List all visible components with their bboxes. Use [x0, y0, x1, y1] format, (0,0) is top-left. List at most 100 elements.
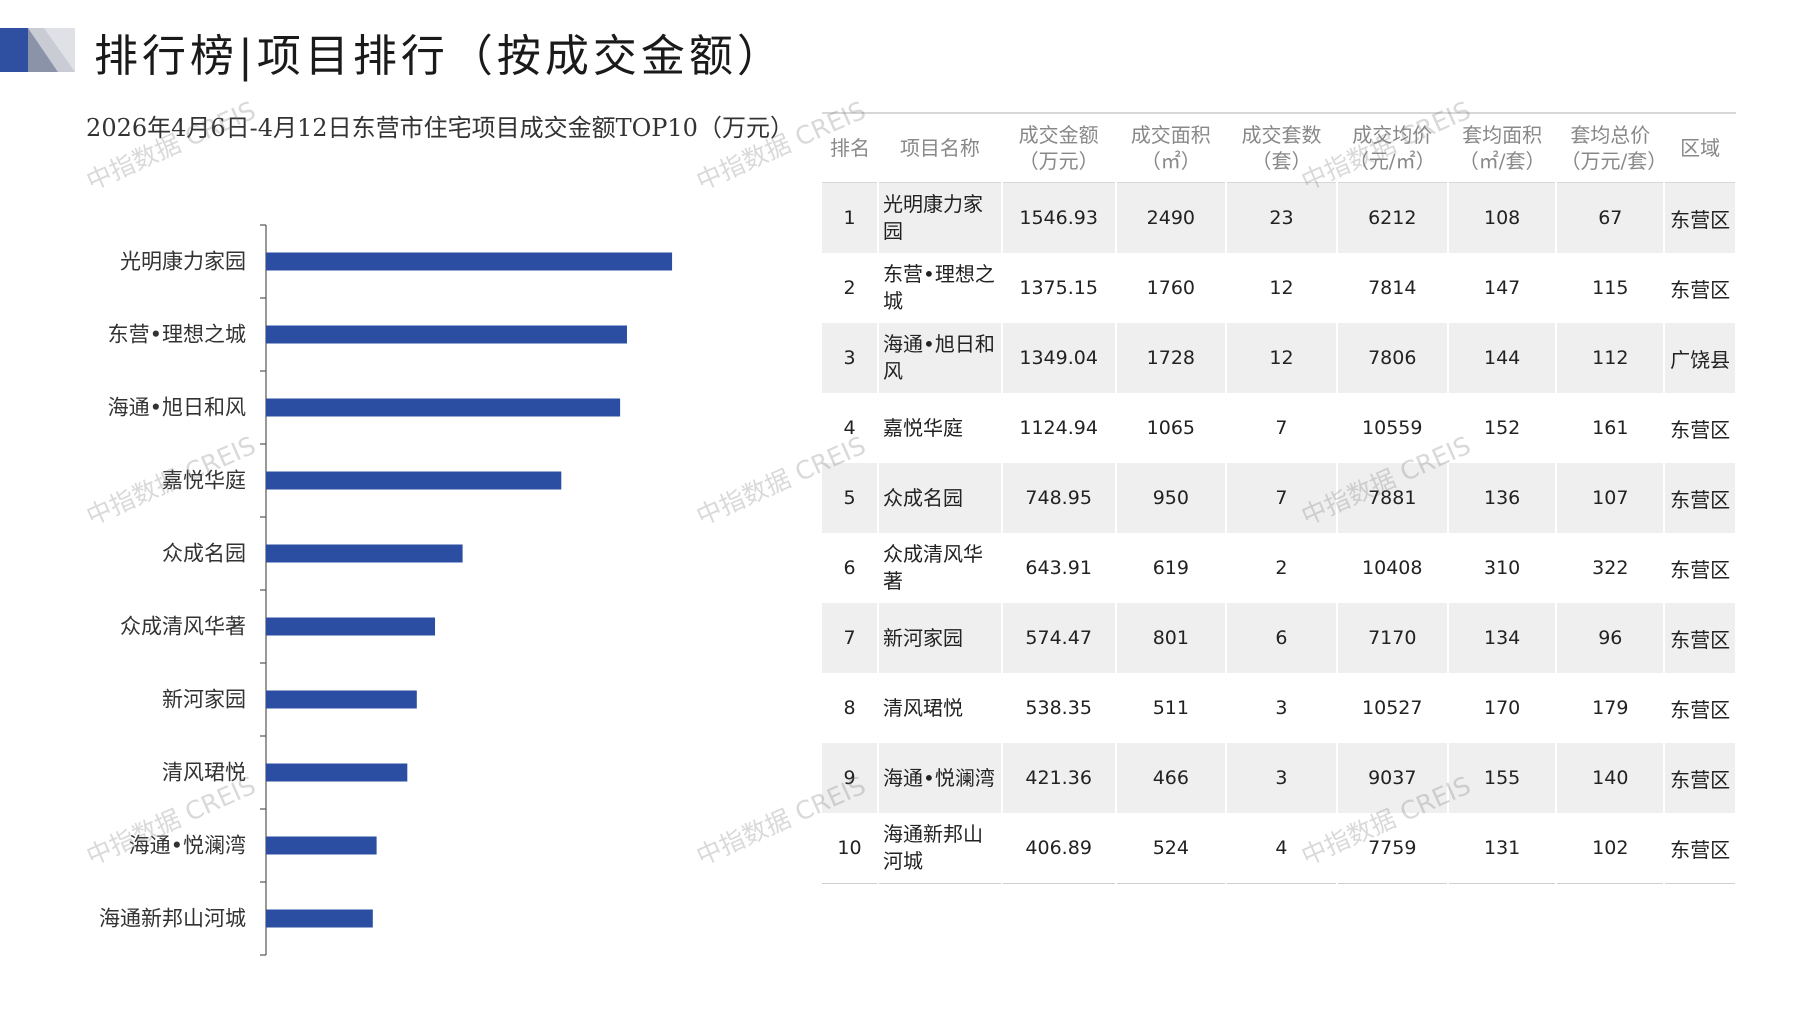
table-row: 9 海通•悦澜湾 421.36 466 3 9037 155 140 东营区 [822, 743, 1737, 813]
table-cell: 115 [1556, 253, 1666, 323]
table-cell: 东营区 [1664, 253, 1737, 323]
table-cell: 12 [1226, 253, 1338, 323]
column-header: 套均总价 （万元/套） [1556, 112, 1667, 183]
table-cell: 112 [1556, 323, 1666, 393]
table-cell: 23 [1226, 182, 1338, 253]
column-header: 成交套数 （套） [1226, 112, 1337, 183]
bar [266, 617, 436, 636]
table-cell: 东营区 [1664, 463, 1737, 533]
category-label: 海通•悦澜湾 [129, 834, 246, 858]
table-cell: 1 [822, 182, 880, 253]
table-row: 5 众成名园 748.95 950 7 7881 136 107 东营区 [822, 463, 1737, 533]
table-cell: 海通新邦山河城 [878, 813, 1003, 884]
table-cell: 538.35 [1001, 673, 1117, 743]
brand-logo-icon [0, 28, 75, 72]
column-header: 区域 [1664, 112, 1736, 183]
column-header: 成交均价 （元/㎡） [1336, 112, 1448, 183]
table-header-row: 排名 项目名称 成交金额 （万元） 成交面积 （㎡） 成交套数 （套） 成交均价 （元/㎡） 套均面… [822, 112, 1736, 183]
table-cell: 107 [1556, 463, 1666, 533]
table-cell: 161 [1556, 393, 1666, 463]
table-cell: 东营区 [1664, 673, 1737, 743]
column-header: 套均面积 （㎡/套） [1447, 112, 1557, 183]
table-row: 6 众成清风华著 643.91 619 2 10408 310 322 东营区 [822, 533, 1737, 603]
table-cell: 7 [822, 603, 880, 673]
table-cell: 光明康力家园 [878, 182, 1003, 253]
table-cell: 524 [1115, 813, 1228, 884]
table-cell: 6 [822, 533, 880, 603]
table-row: 3 海通•旭日和风 1349.04 1728 12 7806 144 112 广饶县 [822, 323, 1737, 393]
table-cell: 东营区 [1664, 533, 1737, 603]
table-cell: 1124.94 [1001, 393, 1117, 463]
table-cell: 广饶县 [1664, 323, 1737, 393]
table-cell: 7 [1226, 393, 1338, 463]
table-cell: 1065 [1115, 393, 1228, 463]
table-cell: 9 [822, 743, 880, 813]
table-cell: 3 [822, 323, 880, 393]
table-row: 1 光明康力家园 1546.93 2490 23 6212 108 67 东营区 [822, 182, 1737, 253]
table-cell: 310 [1447, 533, 1558, 603]
table-cell: 3 [1226, 673, 1338, 743]
table-cell: 134 [1447, 603, 1558, 673]
table-cell: 102 [1556, 813, 1666, 884]
table-cell: 801 [1115, 603, 1228, 673]
table-cell: 406.89 [1001, 813, 1117, 884]
table-cell: 7170 [1336, 603, 1449, 673]
table-cell: 1349.04 [1001, 323, 1117, 393]
bar [266, 471, 562, 490]
bar [266, 909, 373, 928]
table-cell: 147 [1447, 253, 1558, 323]
table-cell: 东营区 [1664, 743, 1737, 813]
table-row: 4 嘉悦华庭 1124.94 1065 7 10559 152 161 东营区 [822, 393, 1737, 463]
table-cell: 1728 [1115, 323, 1228, 393]
bar-chart: 光明康力家园东营•理想之城海通•旭日和风嘉悦华庭众成名园众成清风华著新河家园清风… [99, 224, 673, 956]
bar [266, 544, 463, 563]
ranking-table: 排名 项目名称 成交金额 （万元） 成交面积 （㎡） 成交套数 （套） 成交均价 （元/㎡） 套均面… [822, 112, 1737, 884]
table-cell: 东营区 [1664, 393, 1737, 463]
category-label: 海通•旭日和风 [108, 396, 246, 420]
table-cell: 清风珺悦 [878, 673, 1003, 743]
table-cell: 1375.15 [1001, 253, 1117, 323]
table-cell: 12 [1226, 323, 1338, 393]
table-row: 7 新河家园 574.47 801 6 7170 134 96 东营区 [822, 603, 1737, 673]
table-cell: 96 [1556, 603, 1666, 673]
table-cell: 8 [822, 673, 880, 743]
column-header: 成交金额 （万元） [1001, 112, 1116, 183]
table-cell: 511 [1115, 673, 1228, 743]
column-header: 成交面积 （㎡） [1115, 112, 1227, 183]
category-label: 光明康力家园 [120, 250, 246, 274]
table-cell: 6212 [1336, 182, 1449, 253]
table-row: 10 海通新邦山河城 406.89 524 4 7759 131 102 东营区 [822, 813, 1737, 884]
bar [266, 252, 673, 271]
table-cell: 136 [1447, 463, 1558, 533]
table-cell: 152 [1447, 393, 1558, 463]
table-cell: 新河家园 [878, 603, 1003, 673]
table-cell: 155 [1447, 743, 1558, 813]
category-label: 众成清风华著 [120, 615, 246, 639]
table-cell: 10408 [1336, 533, 1449, 603]
table-cell: 170 [1447, 673, 1558, 743]
category-label: 清风珺悦 [162, 761, 246, 785]
table-cell: 10559 [1336, 393, 1449, 463]
table-cell: 东营区 [1664, 813, 1737, 884]
table-cell: 179 [1556, 673, 1666, 743]
table-cell: 4 [822, 393, 880, 463]
table-cell: 7806 [1336, 323, 1449, 393]
table-cell: 4 [1226, 813, 1338, 884]
table-cell: 140 [1556, 743, 1666, 813]
table-cell: 748.95 [1001, 463, 1117, 533]
table-cell: 2 [822, 253, 880, 323]
table-cell: 2 [1226, 533, 1338, 603]
table-cell: 421.36 [1001, 743, 1117, 813]
category-label: 众成名园 [162, 542, 246, 566]
table-cell: 海通•悦澜湾 [878, 743, 1003, 813]
table-cell: 144 [1447, 323, 1558, 393]
table-cell: 7 [1226, 463, 1338, 533]
table-cell: 108 [1447, 182, 1558, 253]
category-label: 嘉悦华庭 [162, 469, 246, 493]
table-cell: 7759 [1336, 813, 1449, 884]
chart-title: 2026年4月6日-4月12日东营市住宅项目成交金额TOP10（万元） [86, 114, 794, 142]
table-cell: 嘉悦华庭 [878, 393, 1003, 463]
table-cell: 322 [1556, 533, 1666, 603]
table-cell: 海通•旭日和风 [878, 323, 1003, 393]
table-cell: 67 [1556, 182, 1666, 253]
